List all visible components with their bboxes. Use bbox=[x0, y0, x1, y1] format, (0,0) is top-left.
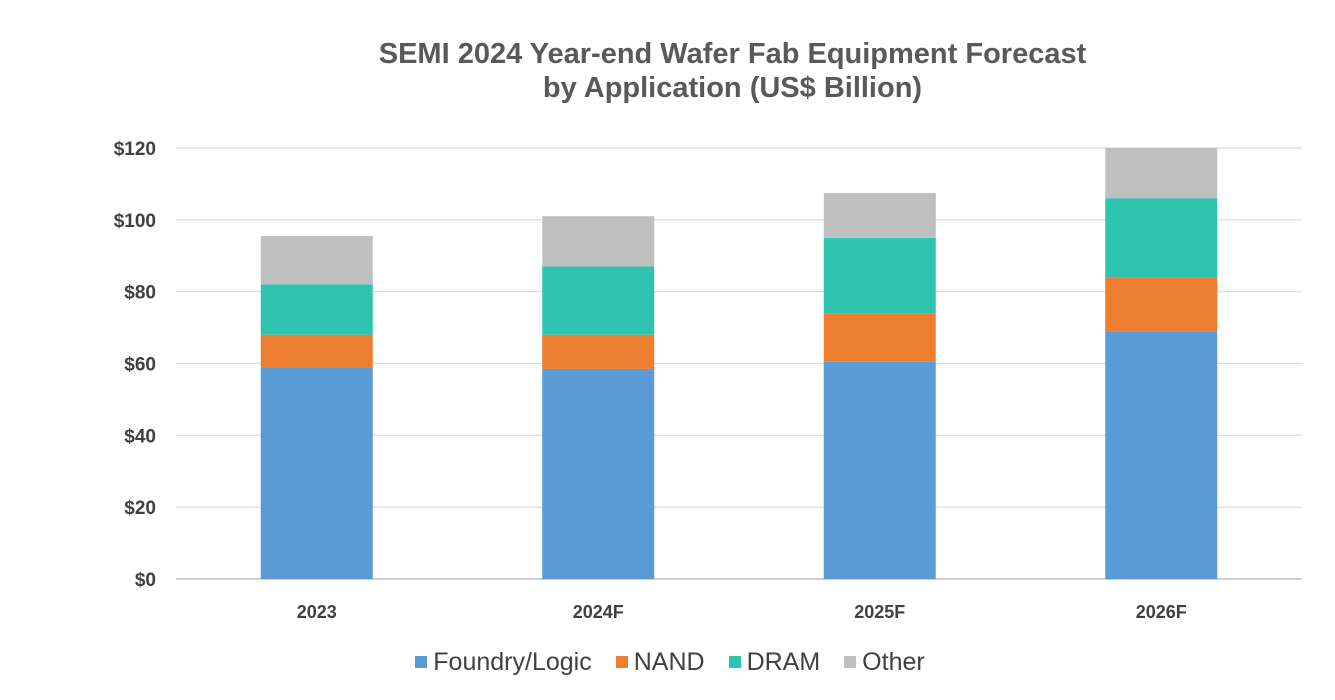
y-tick-label: $20 bbox=[124, 498, 156, 519]
y-tick-label: $40 bbox=[124, 426, 156, 447]
y-tick-label: $100 bbox=[114, 211, 156, 232]
x-tick-label: 2024F bbox=[573, 602, 624, 622]
bar-segment-other bbox=[542, 216, 655, 267]
legend-swatch bbox=[844, 656, 857, 668]
bar-segment-nand bbox=[823, 313, 936, 362]
bar-segment-dram bbox=[823, 237, 936, 314]
legend-label: Foundry/Logic bbox=[433, 647, 592, 676]
x-tick-label: 2025F bbox=[854, 602, 905, 622]
legend-label: DRAM bbox=[746, 647, 821, 676]
bar-segment-dram bbox=[542, 266, 655, 335]
x-tick-label: 2023 bbox=[297, 602, 337, 622]
y-tick-label: $120 bbox=[114, 139, 156, 160]
bar-segment-foundry-logic bbox=[823, 361, 936, 579]
bar-segment-foundry-logic bbox=[1105, 331, 1218, 579]
bar-segment-foundry-logic bbox=[260, 367, 373, 579]
bar-segment-dram bbox=[1105, 198, 1218, 278]
plot-area: $0 $20 $40 $60 $80 $100 $120 2023 2024F 2025F 2026… bbox=[114, 139, 1302, 622]
x-tick-label: 2026F bbox=[1136, 602, 1187, 622]
y-tick-label: $0 bbox=[135, 570, 156, 591]
bar-segment-foundry-logic bbox=[542, 368, 655, 579]
legend-item: NAND bbox=[615, 647, 705, 677]
chart-subtitle: by Application (US$ Billion) bbox=[542, 72, 923, 104]
legend-swatch bbox=[615, 656, 628, 668]
bar-segment-other bbox=[823, 192, 936, 238]
legend-label: Other bbox=[862, 647, 925, 676]
legend-swatch bbox=[415, 656, 428, 668]
bar-segment-other bbox=[260, 235, 373, 285]
bar-segment-nand bbox=[260, 334, 373, 368]
legend-label: NAND bbox=[633, 647, 705, 676]
legend-swatch bbox=[728, 656, 741, 668]
bar-segment-dram bbox=[260, 284, 373, 335]
bar-segment-nand bbox=[542, 334, 655, 369]
chart-title: SEMI 2024 Year-end Wafer Fab Equipment F… bbox=[378, 38, 1087, 70]
legend-item: Foundry/Logic bbox=[415, 647, 592, 677]
bar-segment-other bbox=[1105, 148, 1218, 199]
bar-segment-nand bbox=[1105, 277, 1218, 332]
y-tick-label: $60 bbox=[124, 355, 156, 376]
legend-item: DRAM bbox=[728, 647, 821, 677]
legend-item: Other bbox=[844, 648, 925, 677]
legend: Foundry/Logic NAND DRAM Other bbox=[0, 646, 1335, 677]
y-tick-label: $80 bbox=[124, 283, 156, 304]
